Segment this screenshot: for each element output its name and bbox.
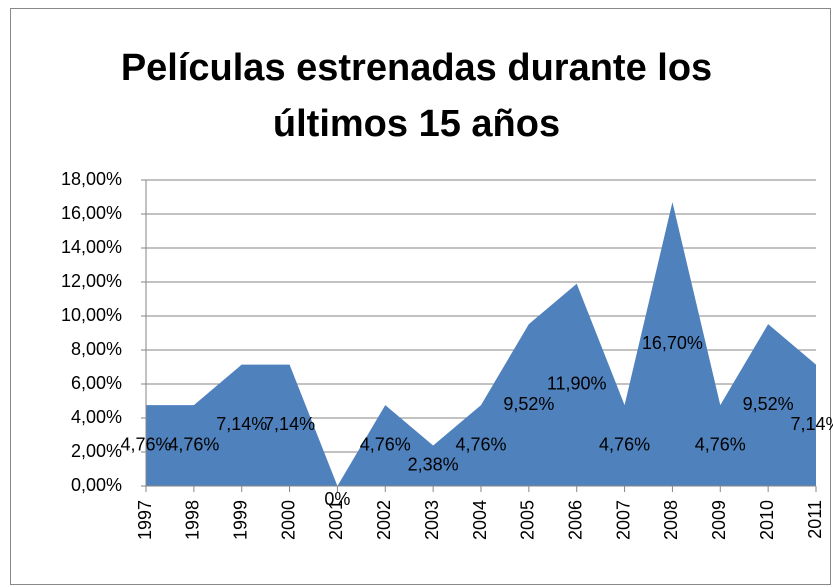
data-label: 4,76% [599,434,650,454]
x-tick-label: 1997 [135,500,155,540]
data-label: 9,52% [743,394,794,414]
area [146,202,816,486]
data-label: 2,38% [408,455,459,475]
x-tick-label: 1998 [183,500,203,540]
x-tick-label: 2005 [518,500,538,540]
y-tick-label: 2,00% [71,441,122,461]
data-label: 7,14% [216,414,267,434]
data-label: 4,76% [168,434,219,454]
x-tick-label: 2010 [757,500,777,540]
y-tick-label: 16,00% [61,203,122,223]
y-tick-label: 10,00% [61,305,122,325]
y-tick-label: 4,00% [71,407,122,427]
data-label: 16,70% [642,333,703,353]
data-label: 11,90% [547,374,607,394]
data-label: 7,14% [790,414,833,434]
data-label: 4,76% [120,434,171,454]
x-tick-label: 2007 [613,500,633,540]
y-tick-label: 8,00% [71,339,122,359]
x-tick-label: 2001 [326,500,346,540]
data-label: 9,52% [503,394,554,414]
x-tick-label: 2008 [661,500,681,540]
y-tick-label: 12,00% [61,271,122,291]
x-tick-label: 2003 [422,500,442,540]
y-tick-label: 0,00% [71,475,122,495]
x-tick-label: 2004 [470,500,490,540]
y-tick-label: 18,00% [61,169,122,189]
chart-title: Películas estrenadas durante los últimos… [120,47,713,145]
data-label: 0% [324,489,350,509]
x-tick-label: 2011 [805,500,825,539]
data-label: 4,76% [455,434,506,454]
x-tick-label: 1999 [230,500,250,540]
y-tick-label: 6,00% [71,373,122,393]
y-tick-label: 14,00% [61,237,122,257]
x-tick-label: 2009 [709,500,729,540]
data-label: 7,14% [264,414,315,434]
x-tick-label: 2002 [374,500,394,540]
data-label: 4,76% [695,434,746,454]
x-tick-label: 2006 [565,500,585,540]
x-tick-label: 2000 [278,500,298,540]
data-label: 4,76% [360,434,411,454]
